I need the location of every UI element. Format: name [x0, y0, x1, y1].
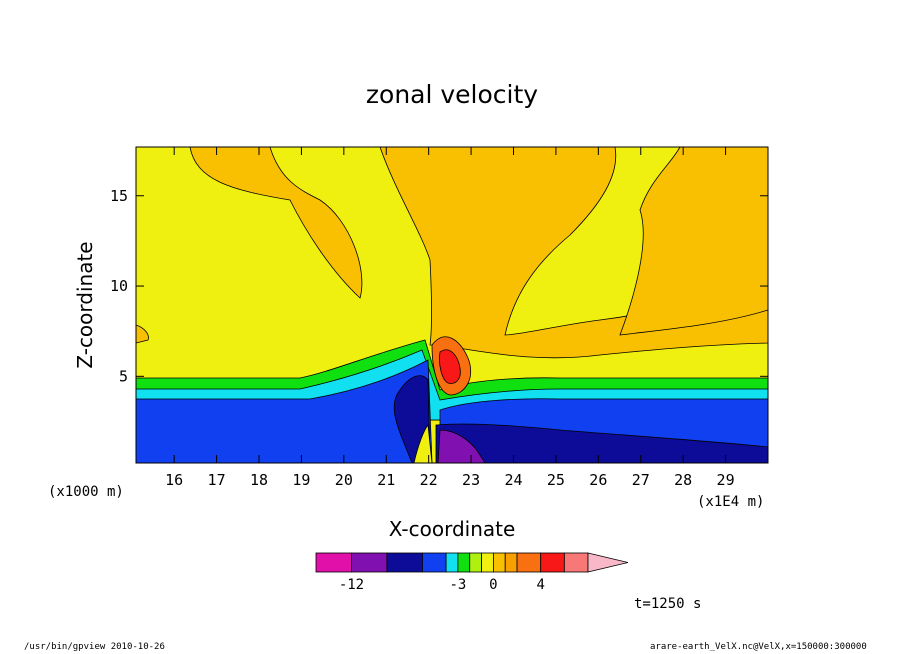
time-annotation: t=1250 s — [634, 596, 701, 612]
colorbar-bin — [492, 552, 506, 573]
colorbar-bin — [386, 552, 423, 573]
x-tick-label: 18 — [250, 471, 268, 489]
colorbar-tick-label: 4 — [536, 577, 544, 593]
colorbar-bin — [445, 552, 459, 573]
region-inlet — [413, 423, 433, 463]
x-tick-label: 22 — [420, 471, 438, 489]
plot-frame — [135, 146, 769, 464]
x-axis-label: X-coordinate — [389, 517, 516, 541]
colorbar — [315, 552, 629, 573]
x-tick-label: 17 — [208, 471, 226, 489]
colorbar-bin — [351, 552, 388, 573]
chart-title: zonal velocity — [366, 80, 538, 109]
x-tick-label: 23 — [462, 471, 480, 489]
x-unit-right: (x1E4 m) — [697, 494, 764, 510]
colorbar-bin — [315, 552, 352, 573]
x-tick-label: 29 — [717, 471, 735, 489]
x-tick-label: 21 — [377, 471, 395, 489]
colorbar-bin — [457, 552, 471, 573]
x-tick-label: 20 — [335, 471, 353, 489]
region-darkblue-right — [435, 423, 768, 463]
region-orange-right — [619, 147, 768, 336]
region-orange-main — [379, 147, 768, 359]
colorbar-bin — [563, 552, 589, 573]
x-tick-label: 26 — [589, 471, 607, 489]
colorbar-bin — [469, 552, 482, 573]
y-tick-label: 15 — [110, 187, 128, 205]
x-unit-left: (x1000 m) — [48, 484, 124, 500]
x-tick-label: 16 — [165, 471, 183, 489]
region-core-red — [439, 349, 461, 384]
colorbar-tick-label: -12 — [339, 577, 364, 593]
colorbar-bin — [504, 552, 518, 573]
y-tick-label: 5 — [119, 367, 128, 385]
colorbar-bin — [516, 552, 542, 573]
y-ticks: 5 10 15 — [110, 187, 768, 385]
y-tick-label: 10 — [110, 277, 128, 295]
colorbar-ticks: -12 -3 0 4 — [339, 577, 545, 593]
y-axis-label: Z-coordinate — [73, 241, 97, 368]
region-orange-left — [189, 147, 363, 299]
x-tick-label: 27 — [632, 471, 650, 489]
footer-right: arare-earth_VelX.nc@VelX,x=150000:300000 — [650, 642, 867, 652]
colorbar-extend — [587, 552, 629, 573]
x-tick-label: 19 — [292, 471, 310, 489]
contour-plot: 16 17 18 19 20 21 22 23 24 25 26 27 28 29 5 10 15 — [110, 146, 769, 489]
x-tick-label: 28 — [674, 471, 692, 489]
region-blue — [136, 359, 433, 463]
region-purple — [437, 429, 486, 463]
x-tick-label: 24 — [504, 471, 522, 489]
footer-left: /usr/bin/gpview 2010-10-26 — [24, 642, 165, 652]
x-tick-label: 25 — [547, 471, 565, 489]
colorbar-tick-label: -3 — [449, 577, 466, 593]
colorbar-bin — [422, 552, 447, 573]
x-ticks: 16 17 18 19 20 21 22 23 24 25 26 27 28 29 — [165, 147, 735, 489]
region-orange-edge — [136, 324, 149, 344]
colorbar-bin — [481, 552, 494, 573]
colorbar-bin — [540, 552, 565, 573]
colorbar-tick-label: 0 — [489, 577, 497, 593]
